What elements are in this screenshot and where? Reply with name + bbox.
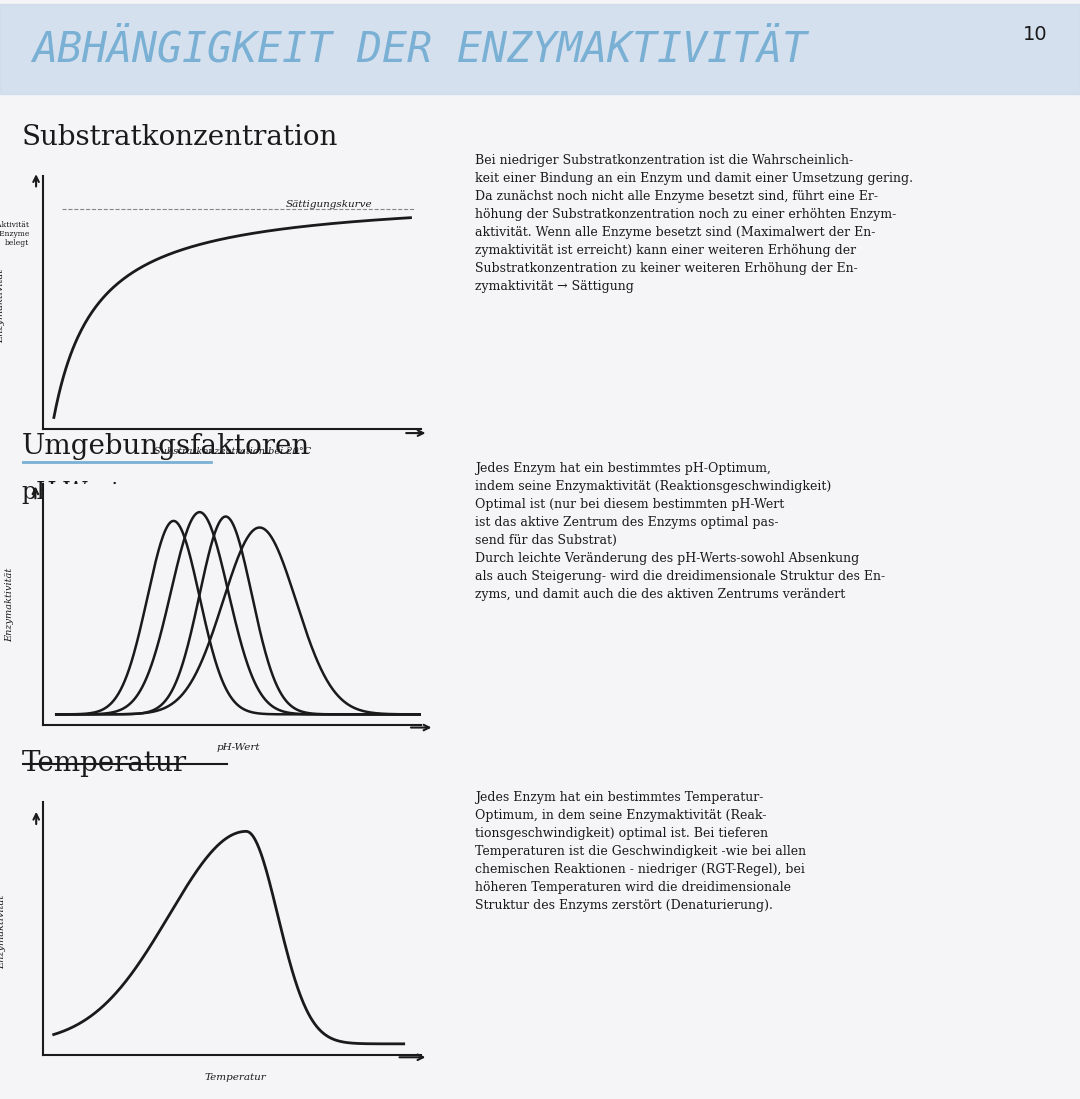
Text: Temperatur: Temperatur [22,751,187,777]
Text: 10: 10 [1023,24,1048,44]
Text: Substratkonzentration bei 20°C: Substratkonzentration bei 20°C [153,446,311,455]
Text: ABHÄNGIGKEIT DER ENZYMAKTIVITÄT: ABHÄNGIGKEIT DER ENZYMAKTIVITÄT [32,29,808,70]
Text: Jedes Enzym hat ein bestimmtes Temperatur-
Optimum, in dem seine Enzymaktivität : Jedes Enzym hat ein bestimmtes Temperatu… [475,791,807,912]
Text: pH-Wert: pH-Wert [22,481,121,503]
Text: Enzymaktivität: Enzymaktivität [0,268,5,343]
Text: Bei niedriger Substratkonzentration ist die Wahrscheinlich-
keit einer Bindung a: Bei niedriger Substratkonzentration ist … [475,154,914,292]
Text: Umgebungsfaktoren: Umgebungsfaktoren [22,433,310,459]
Text: Enzymaktivität: Enzymaktivität [0,895,5,969]
Text: Sättigungskurve: Sättigungskurve [286,200,373,210]
Text: Temperatur: Temperatur [205,1073,267,1081]
Text: Enz. Aktivität
alle Enzyme
belegt: Enz. Aktivität alle Enzyme belegt [0,221,29,247]
Text: Jedes Enzym hat ein bestimmtes pH-Optimum,
indem seine Enzymaktivität (Reaktions: Jedes Enzym hat ein bestimmtes pH-Optimu… [475,462,886,600]
Text: pH-Wert: pH-Wert [217,743,260,752]
Text: Enzymaktivität: Enzymaktivität [4,567,14,642]
Text: Substratkonzentration: Substratkonzentration [22,124,338,151]
